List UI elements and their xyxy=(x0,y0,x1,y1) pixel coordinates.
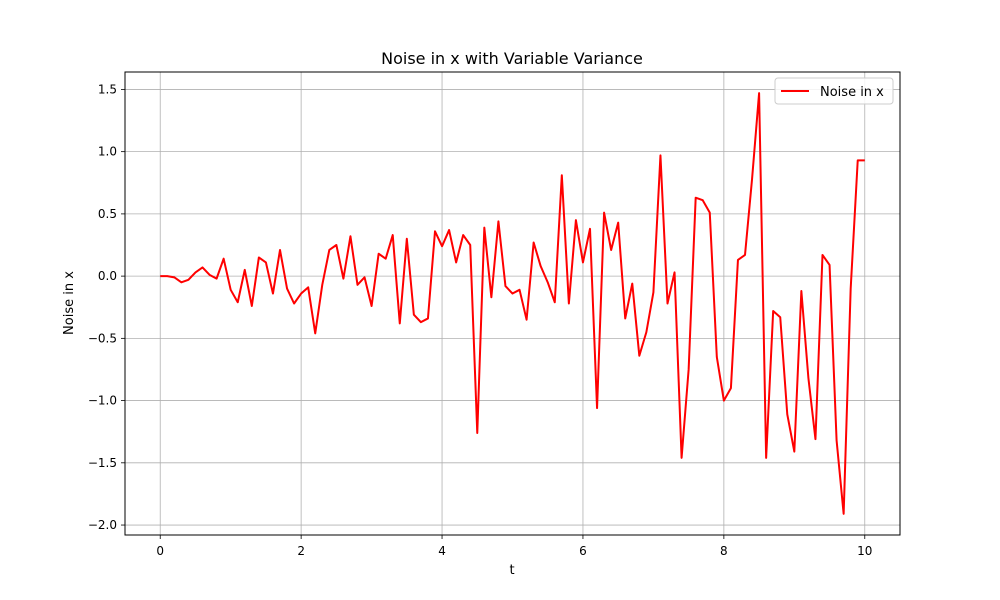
y-axis-label: Noise in x xyxy=(62,271,77,335)
x-tick-label: 0 xyxy=(156,544,164,558)
x-tick-label: 6 xyxy=(579,544,587,558)
grid-lines xyxy=(125,72,900,535)
plot-frame xyxy=(124,71,901,536)
y-tick-label: 0.0 xyxy=(98,269,117,283)
y-tick-label: −1.0 xyxy=(88,394,117,408)
legend-label: Noise in x xyxy=(820,85,884,100)
y-tick-label: −1.5 xyxy=(88,456,117,470)
x-axis-label: t xyxy=(509,563,514,578)
y-tick-label: 1.0 xyxy=(98,145,117,159)
x-tick-label: 2 xyxy=(297,544,305,558)
series-line-noise-in-x xyxy=(160,92,865,515)
y-tick-label: −0.5 xyxy=(88,331,117,345)
plot-series xyxy=(160,92,865,515)
x-tick-label: 8 xyxy=(720,544,728,558)
y-tick-label: −2.0 xyxy=(88,518,117,532)
y-tick-label: 0.5 xyxy=(98,207,117,221)
y-tick-label: 1.5 xyxy=(98,82,117,96)
x-tick-label: 4 xyxy=(438,544,446,558)
legend: Noise in x xyxy=(774,77,894,105)
chart-title: Noise in x with Variable Variance xyxy=(381,49,643,68)
legend-box xyxy=(774,77,894,105)
axis-ticks: 0 2 4 6 8 10 −2.0 −1.5 −1.0 −0.5 0.0 0.5 1.0 1.5 xyxy=(88,82,873,558)
x-tick-label: 10 xyxy=(857,544,872,558)
